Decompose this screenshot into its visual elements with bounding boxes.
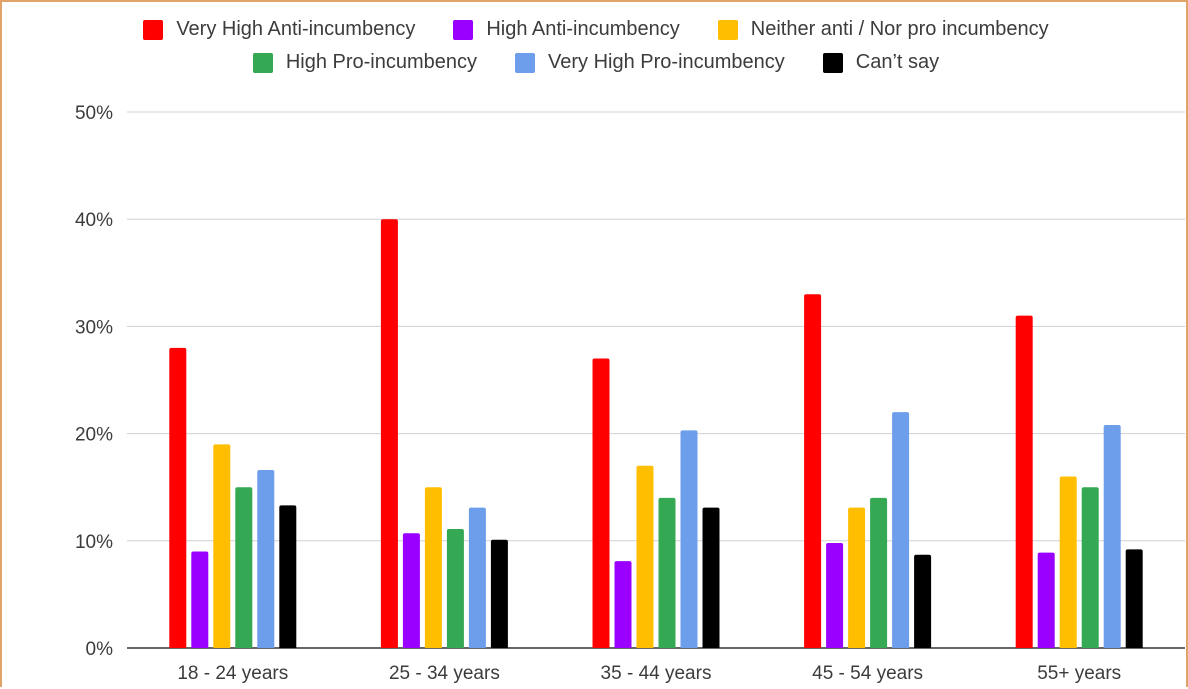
bar <box>1059 476 1077 648</box>
legend-label-neither: Neither anti / Nor pro incumbency <box>750 18 1049 40</box>
bar <box>658 497 676 648</box>
bar <box>380 219 398 648</box>
legend-swatch-high-pro <box>252 52 273 73</box>
x-tick-label: 25 - 34 years <box>389 663 500 684</box>
bar <box>892 412 910 648</box>
bar <box>169 347 187 648</box>
x-tick-label: 55+ years <box>1037 663 1121 684</box>
legend-item-high-anti: High Anti-incumbency <box>453 18 680 41</box>
bar <box>870 497 888 648</box>
bar <box>826 542 844 648</box>
bar <box>468 507 486 648</box>
bar <box>1081 487 1099 648</box>
y-tick-label: 30% <box>75 317 113 338</box>
legend-label-very-high-anti: Very High Anti-incumbency <box>176 18 416 40</box>
bar <box>257 470 275 648</box>
legend-item-neither: Neither anti / Nor pro incumbency <box>717 18 1049 41</box>
y-tick-label: 40% <box>75 210 113 231</box>
y-tick-label: 50% <box>75 103 113 124</box>
y-tick-label: 10% <box>75 532 113 553</box>
x-tick-label: 18 - 24 years <box>177 663 288 684</box>
bar <box>680 430 698 648</box>
legend-swatch-neither <box>717 19 738 40</box>
legend-swatch-very-high-pro <box>515 52 536 73</box>
bar <box>279 505 297 648</box>
bar <box>402 533 420 648</box>
bar <box>1103 425 1121 648</box>
bar <box>213 444 231 648</box>
bar <box>914 554 932 648</box>
bar <box>424 487 442 648</box>
legend-row-2: High Pro-incumbency Very High Pro-incumb… <box>2 51 1188 74</box>
legend-item-very-high-pro: Very High Pro-incumbency <box>515 51 785 74</box>
legend-row-1: Very High Anti-incumbency High Anti-incu… <box>2 18 1188 41</box>
legend-label-very-high-pro: Very High Pro-incumbency <box>548 51 785 73</box>
y-tick-label: 0% <box>86 639 114 660</box>
y-tick-label: 20% <box>75 425 113 446</box>
bar <box>636 465 654 648</box>
bar <box>490 539 508 648</box>
legend-item-high-pro: High Pro-incumbency <box>252 51 478 74</box>
legend-swatch-high-anti <box>453 19 474 40</box>
x-tick-label: 35 - 44 years <box>601 663 712 684</box>
bar <box>446 529 464 648</box>
bar <box>1015 315 1033 648</box>
legend-item-cant-say: Can’t say <box>822 51 940 74</box>
legend-swatch-cant-say <box>822 52 843 73</box>
legend-label-cant-say: Can’t say <box>855 51 940 73</box>
bar <box>235 487 253 648</box>
bar <box>592 358 610 648</box>
bar <box>614 561 632 648</box>
bar <box>848 507 866 648</box>
bar <box>702 507 720 648</box>
legend-item-very-high-anti: Very High Anti-incumbency <box>143 18 415 41</box>
bar <box>191 551 209 648</box>
x-tick-label: 45 - 54 years <box>812 663 923 684</box>
bar <box>1125 549 1143 648</box>
legend-label-high-pro: High Pro-incumbency <box>285 51 478 73</box>
bar <box>1037 552 1055 648</box>
legend-swatch-very-high-anti <box>143 19 164 40</box>
legend-label-high-anti: High Anti-incumbency <box>486 18 680 40</box>
bar <box>804 294 822 648</box>
